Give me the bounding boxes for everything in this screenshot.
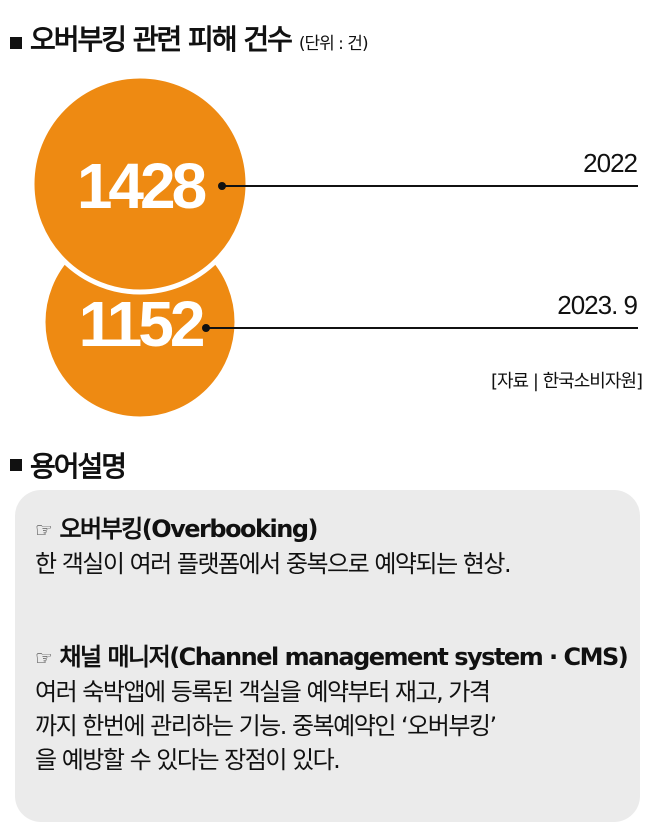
pointing-hand-icon: ☞ bbox=[35, 518, 53, 542]
category-label: 2022 bbox=[583, 148, 637, 178]
term-definition: 을 예방할 수 있다는 장점이 있다. bbox=[35, 746, 341, 774]
glossary-term: ☞ 채널 매니저(Channel management system · CMS)… bbox=[35, 640, 629, 777]
bullet-square-icon bbox=[10, 459, 22, 471]
bullet-square-icon bbox=[10, 37, 22, 49]
bubble-value-label: 1152 bbox=[79, 288, 204, 360]
bubble-value-label: 1428 bbox=[77, 150, 206, 222]
bubble bbox=[29, 73, 251, 295]
term-definition: 까지 한번에 관리하는 기능. 중복예약인 ‘오버부킹’ bbox=[35, 712, 497, 740]
chart-title-text: 오버부킹 관련 피해 건수 bbox=[30, 23, 293, 56]
unit-label: (단위 : 건) bbox=[298, 34, 369, 54]
term-name: 채널 매니저(Channel management system · CMS) bbox=[59, 643, 628, 671]
glossary-term: ☞ 오버부킹(Overbooking) 한 객실이 여러 플랫폼에서 중복으로 예… bbox=[35, 512, 512, 581]
source-note: [자료 | 한국소비자원] bbox=[490, 371, 643, 392]
term-definition: 한 객실이 여러 플랫폼에서 중복으로 예약되는 현상. bbox=[35, 550, 512, 578]
term-definition: 여러 숙박앱에 등록된 객실을 예약부터 재고, 가격 bbox=[35, 678, 491, 706]
pointing-hand-icon: ☞ bbox=[35, 646, 53, 670]
leader-dot bbox=[218, 182, 226, 190]
bubble-chart: 1152 2023. 9 1428 2022 bbox=[29, 73, 639, 420]
chart-title: 오버부킹 관련 피해 건수 (단위 : 건) bbox=[10, 18, 369, 58]
category-label: 2023. 9 bbox=[557, 290, 637, 320]
glossary-title-text: 용어설명 bbox=[30, 450, 127, 483]
glossary-title: 용어설명 bbox=[10, 445, 127, 485]
glossary-box: ☞ 오버부킹(Overbooking) 한 객실이 여러 플랫폼에서 중복으로 예… bbox=[15, 490, 640, 822]
term-name: 오버부킹(Overbooking) bbox=[59, 515, 318, 543]
leader-dot bbox=[202, 324, 210, 332]
